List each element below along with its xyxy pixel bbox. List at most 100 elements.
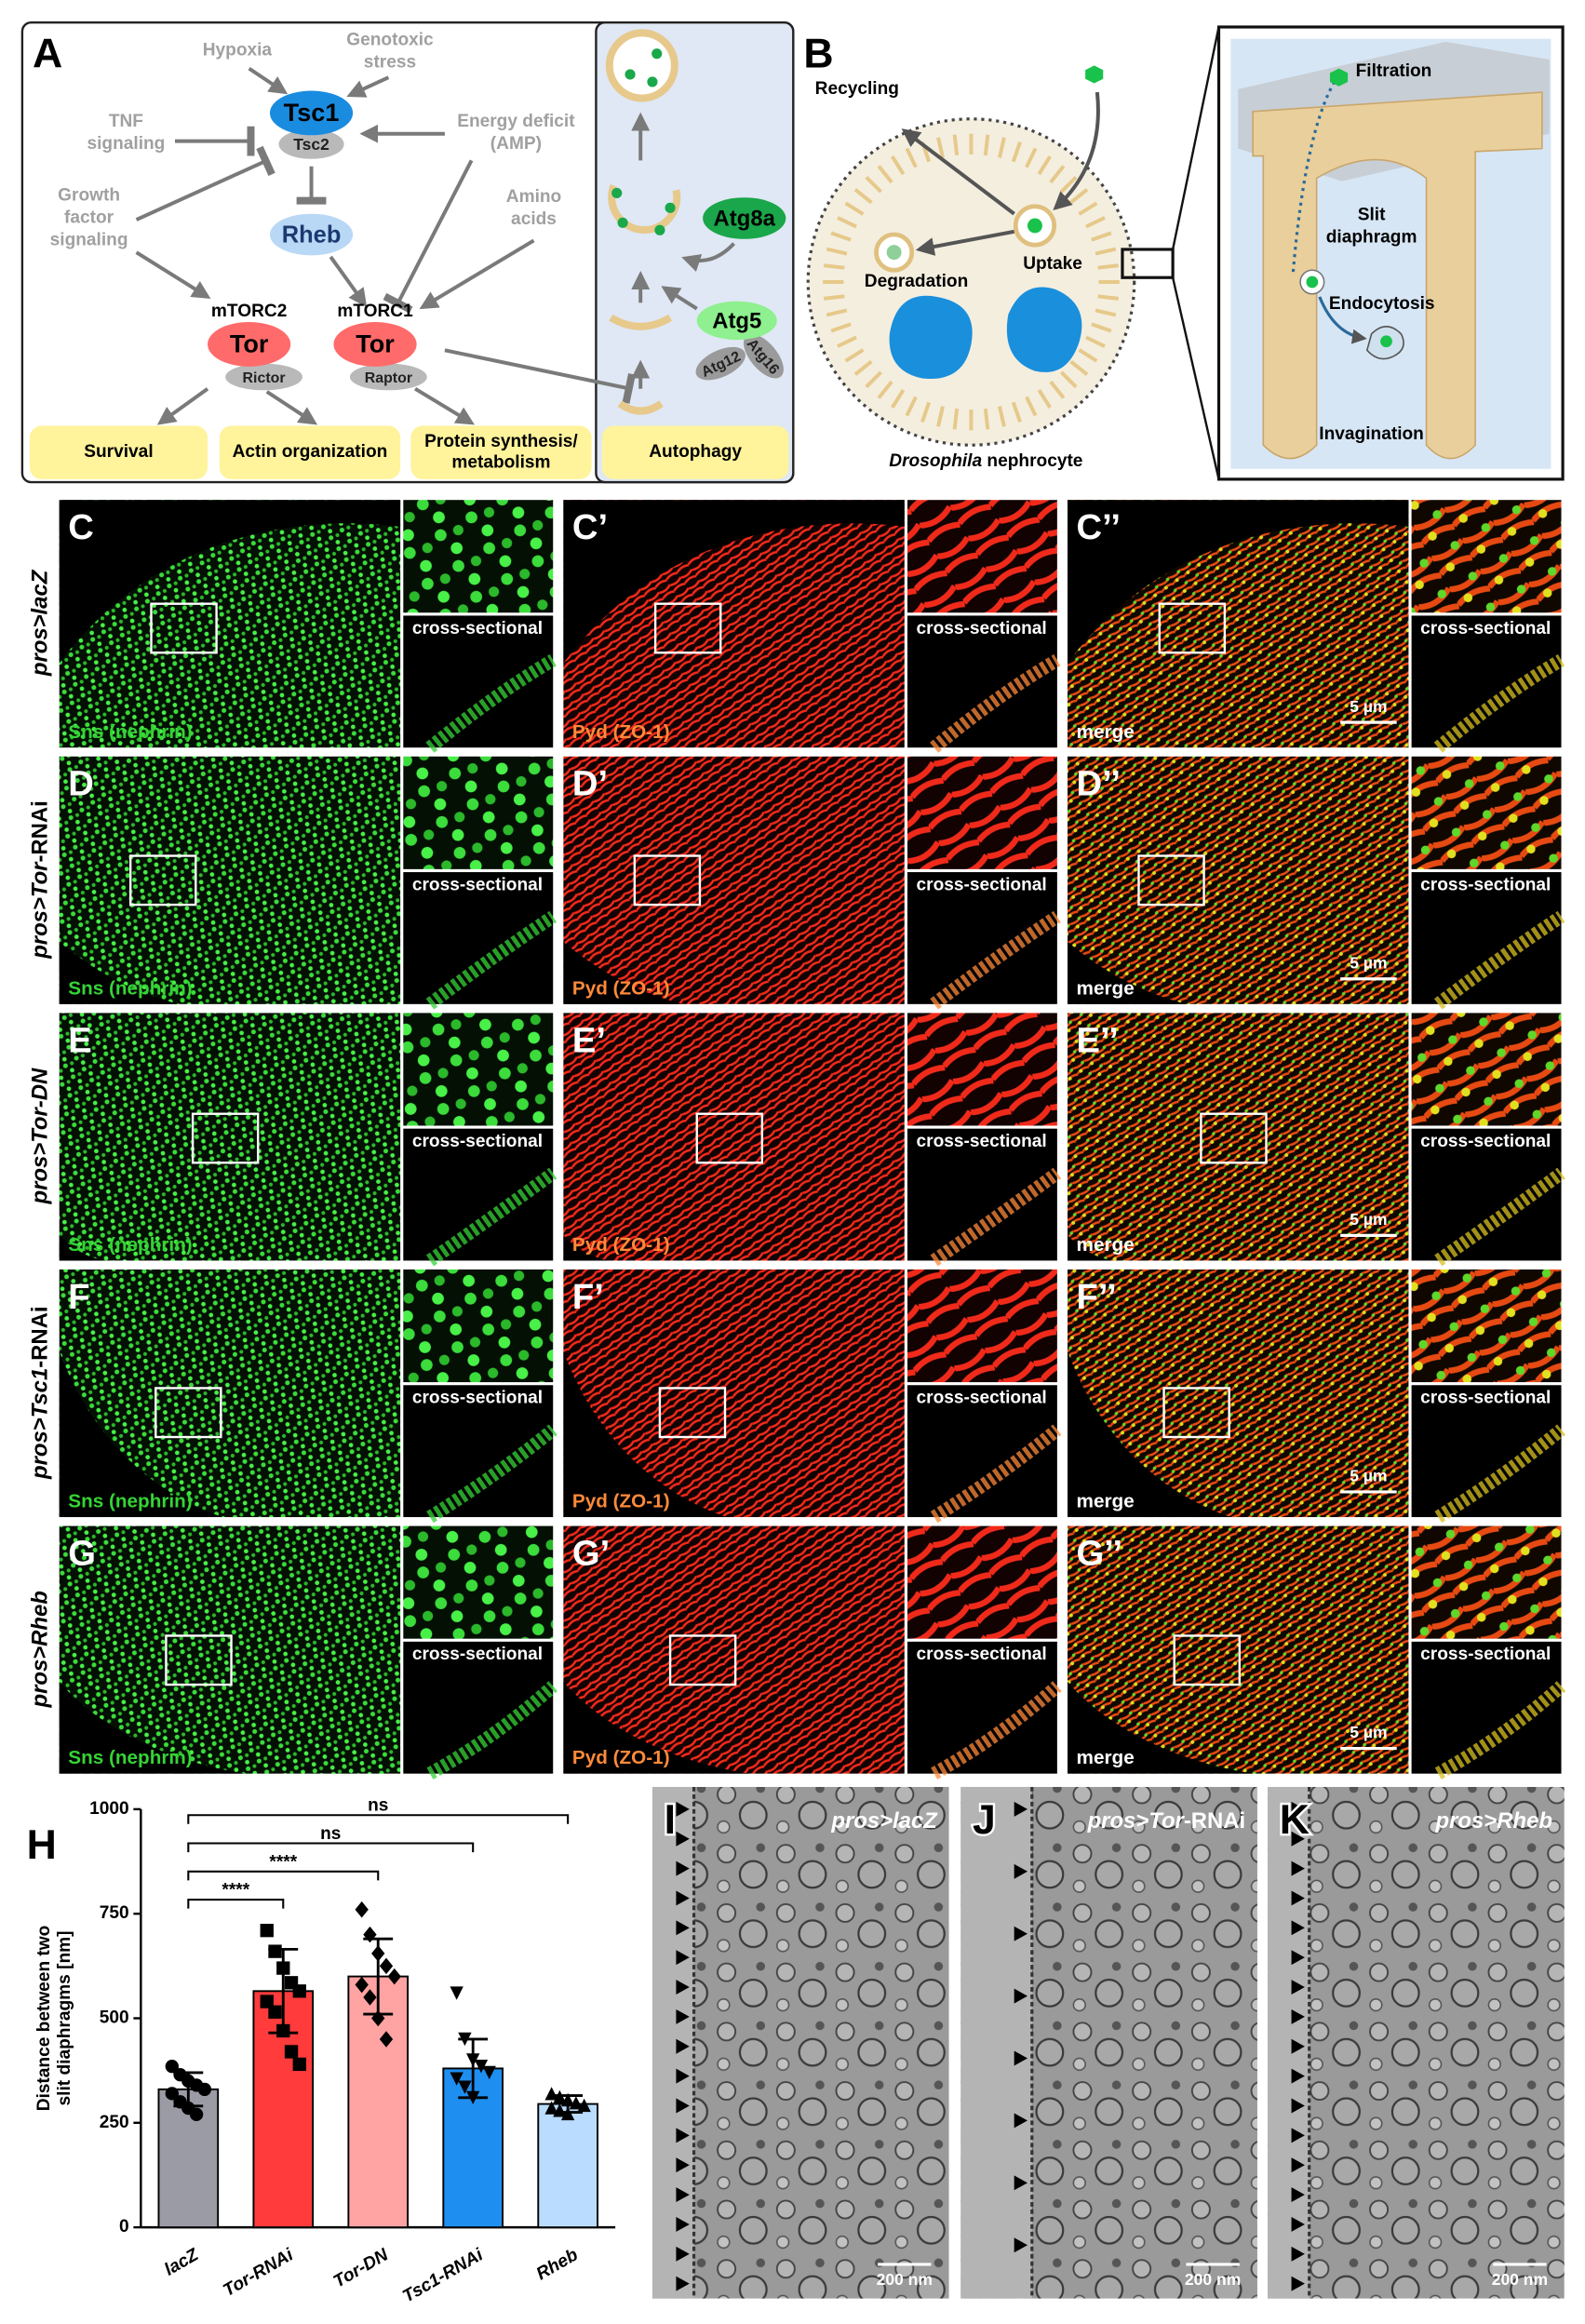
arrowhead [1014, 1926, 1028, 1941]
x-tick-label: Tsc1-RNAi [399, 2245, 487, 2306]
invagination [865, 370, 882, 389]
genotype-label: pros>Rheb [1435, 1809, 1552, 1834]
panel-letter: G’ [572, 1534, 610, 1574]
background [1068, 1681, 1254, 1774]
cross-section-edge [1434, 1424, 1566, 1524]
background [59, 1350, 222, 1518]
arrow [346, 75, 390, 98]
arrowhead [676, 2098, 690, 2114]
stimulus-label: Amino [506, 187, 561, 207]
channel-label: merge [1077, 1491, 1135, 1512]
arrowhead [1291, 1831, 1305, 1847]
arrowhead [676, 2246, 690, 2262]
background [59, 500, 401, 664]
inset-label: cross-sectional [1420, 1389, 1551, 1408]
inset [907, 1128, 1057, 1261]
invagination [877, 165, 893, 184]
phagophore [617, 400, 664, 415]
inset [1411, 1385, 1562, 1518]
invagination [837, 216, 857, 229]
cargo [611, 187, 623, 198]
genotype-label: pros>Tor-DN [28, 1068, 53, 1204]
arrow [419, 238, 535, 310]
stimulus-label: factor [64, 208, 114, 228]
data-point [260, 1923, 274, 1938]
output-label: Protein synthesis/ [424, 432, 578, 451]
invagination [823, 294, 845, 301]
arrowhead [676, 2276, 690, 2291]
invagination [823, 263, 845, 270]
panel-letter: G [68, 1534, 96, 1574]
genotype-italic: pros>Tor [28, 861, 53, 960]
arrowhead [1291, 2038, 1305, 2054]
autophagosome [605, 29, 678, 102]
invagination [905, 396, 918, 417]
cross-section-edge [426, 1424, 557, 1524]
arrow [1053, 91, 1100, 211]
panel-letter: C’’ [1077, 507, 1121, 547]
data-point [268, 1944, 282, 1958]
atg16-shape [743, 333, 784, 379]
inset [907, 1013, 1057, 1126]
genotype-label: pros>Tor-RNAi [28, 800, 53, 960]
significance-label: ns [320, 1824, 341, 1844]
data-point [276, 2023, 290, 2038]
species: Drosophila [889, 451, 982, 471]
inset [1411, 615, 1562, 748]
arrowhead [676, 1950, 690, 1966]
extracellular-space [651, 1786, 694, 2299]
zoom-line [1171, 276, 1220, 480]
data-point [458, 2080, 472, 2094]
channel-label: Sns (nephrin) [68, 977, 192, 999]
roi-box [128, 854, 197, 907]
channel-label: merge [1077, 721, 1135, 743]
arrowhead [1014, 1863, 1028, 1879]
atg12-shape [695, 346, 745, 381]
stimulus-label: Genotoxic [346, 30, 434, 49]
roi-box [1200, 1112, 1268, 1164]
scale-bar-label: 200 nm [877, 2270, 933, 2289]
channel-label: Sns (nephrin) [68, 1747, 192, 1768]
y-axis-label: slit diaphragms [nm] [55, 1931, 74, 2106]
arrowhead [676, 2157, 690, 2173]
channel-label: merge [1077, 1747, 1135, 1768]
panel-letter: E’ [572, 1020, 606, 1060]
y-tick-label: 750 [100, 1903, 129, 1923]
roi-box [695, 1112, 764, 1164]
significance-label: **** [222, 1881, 249, 1901]
micrograph [1068, 1013, 1409, 1261]
background [1068, 1350, 1231, 1518]
data-point [189, 2107, 204, 2121]
rictor-shape [225, 363, 302, 391]
output-box [410, 425, 592, 479]
inset-label: cross-sectional [917, 1645, 1047, 1664]
arrow [915, 229, 1015, 256]
tor-shape [208, 322, 291, 367]
output-label: Survival [84, 442, 153, 462]
data-point [197, 2082, 212, 2097]
genotype-italic: pros>Tor [1087, 1809, 1186, 1834]
arrowhead [1291, 2187, 1305, 2203]
data-point [560, 2106, 575, 2121]
arrowhead [1014, 1988, 1028, 2004]
arrow [135, 145, 275, 222]
roi-box [653, 602, 722, 654]
inset [1411, 1525, 1562, 1639]
arrowhead [1014, 2237, 1028, 2253]
cross-section-edge [930, 1167, 1062, 1267]
arrowhead [1291, 2128, 1305, 2143]
inset [907, 1269, 1057, 1383]
inset [403, 1269, 554, 1383]
genotype-label: pros>Tor-RNAi [1087, 1809, 1246, 1834]
raptor: Raptor [365, 370, 412, 386]
invagination [844, 201, 865, 216]
background [1068, 941, 1187, 1004]
invagination [936, 137, 945, 158]
inset [403, 615, 554, 748]
background [1068, 1235, 1112, 1261]
invagination [1025, 396, 1038, 417]
cargo [1380, 335, 1392, 348]
data-point [553, 2089, 567, 2104]
significance-bracket [187, 1870, 380, 1881]
